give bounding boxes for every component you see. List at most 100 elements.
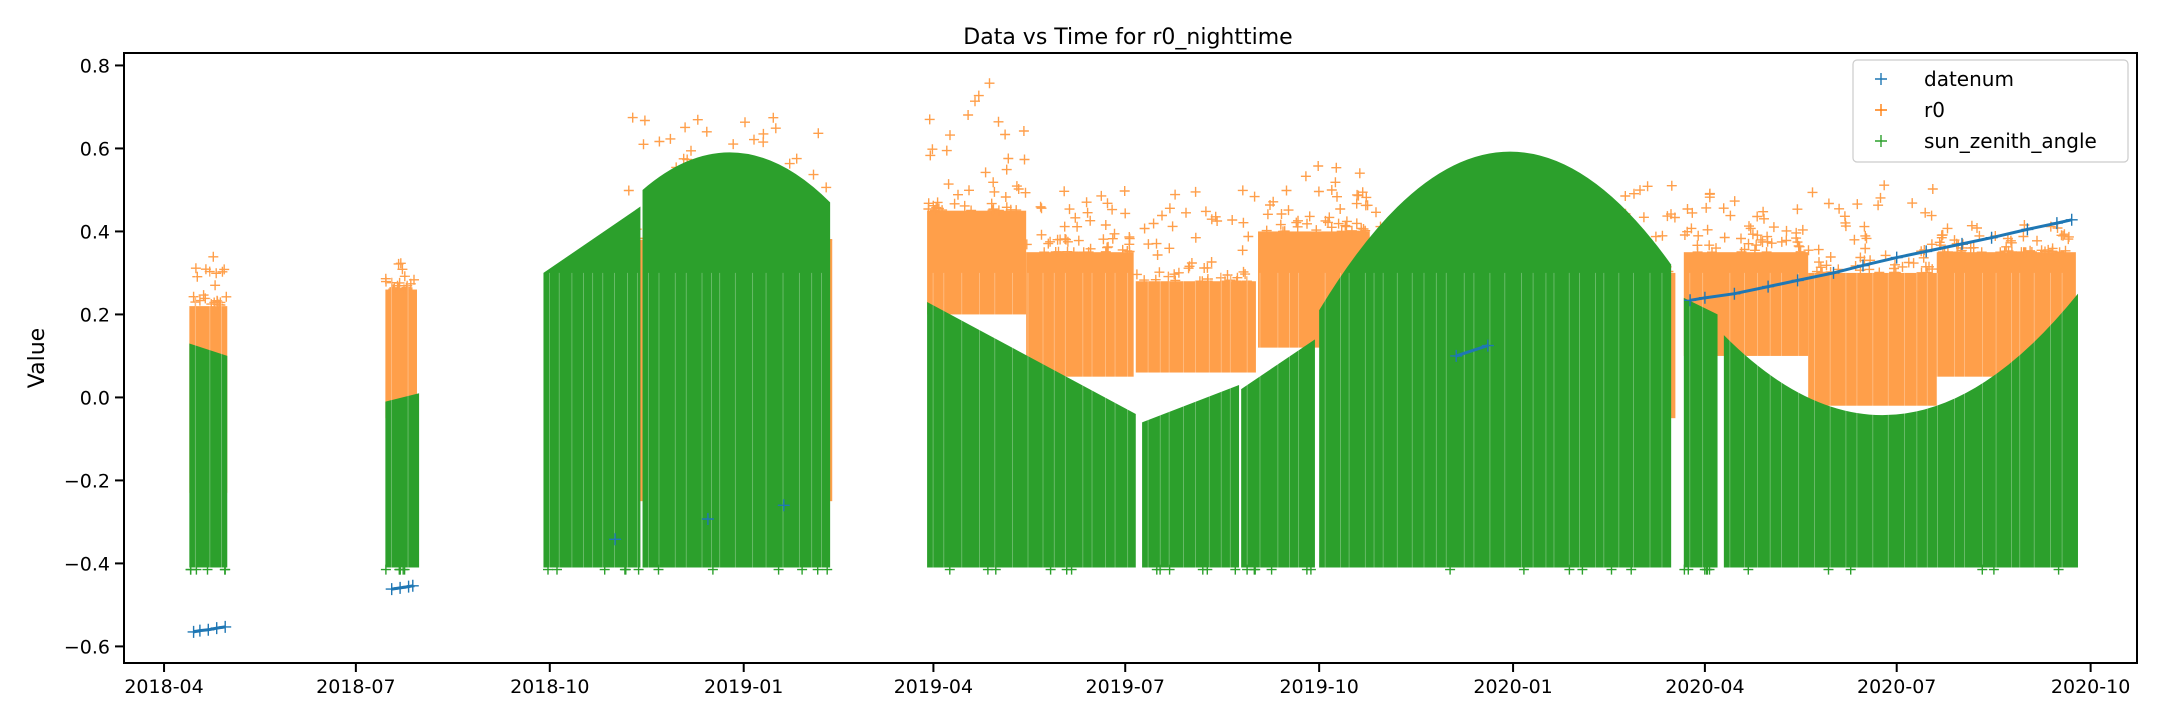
r0-point	[1001, 202, 1012, 213]
r0-point	[1638, 212, 1649, 223]
r0-point	[1642, 181, 1653, 192]
r0-point	[1666, 180, 1677, 191]
r0-point	[1261, 225, 1272, 236]
r0-point	[1897, 261, 1908, 272]
r0-point	[1148, 218, 1159, 229]
r0-point	[1018, 126, 1029, 136]
r0-point	[393, 283, 404, 294]
r0-point	[1860, 230, 1871, 241]
datenum-trace	[1961, 236, 1992, 246]
r0-point	[988, 177, 999, 188]
r0-point	[1059, 221, 1070, 232]
r0-point	[987, 205, 998, 216]
r0-point	[943, 179, 954, 190]
r0-point	[1692, 240, 1703, 251]
r0-point	[1834, 203, 1845, 214]
r0-point	[821, 182, 832, 193]
r0-point	[1109, 228, 1120, 239]
r0-point	[1173, 267, 1184, 278]
datenum-point	[1481, 339, 1494, 352]
r0-point	[1650, 231, 1661, 242]
r0-point	[2060, 245, 2071, 256]
r0-point	[1169, 269, 1180, 280]
r0-point	[927, 144, 938, 155]
sun-zenith-point	[1230, 564, 1241, 575]
r0-point	[692, 114, 703, 125]
x-tick-label: 2020-01	[1473, 676, 1552, 698]
r0-point	[791, 153, 802, 164]
r0-point	[1045, 236, 1056, 247]
r0-point	[1081, 197, 1092, 208]
r0-band	[1808, 272, 1937, 406]
r0-point	[1131, 269, 1142, 280]
r0-point	[1249, 191, 1260, 202]
r0-point	[1210, 211, 1221, 222]
r0-point	[989, 186, 1000, 197]
r0-point	[1682, 204, 1693, 214]
r0-point	[1776, 236, 1787, 247]
r0-point	[1011, 205, 1022, 216]
r0-point	[1036, 203, 1047, 214]
r0-point	[1202, 262, 1213, 273]
sun-zenith-band	[1241, 339, 1315, 568]
r0-point	[1873, 200, 1884, 211]
r0-point	[1620, 191, 1631, 201]
r0-point	[1666, 209, 1676, 220]
r0-point	[1276, 209, 1287, 219]
sun-zenith-point	[399, 564, 410, 575]
legend-marker	[1875, 104, 1887, 116]
plot-frame	[123, 52, 2138, 664]
r0-point	[1170, 189, 1181, 200]
r0-point	[1036, 229, 1047, 240]
r0-point	[194, 295, 205, 306]
r0-point	[1100, 220, 1111, 230]
r0-point	[1352, 189, 1363, 200]
r0-point	[1745, 223, 1756, 234]
r0-point	[1202, 274, 1213, 284]
sun-zenith-point	[633, 564, 644, 575]
r0-point	[1795, 246, 1806, 257]
r0-point	[1757, 237, 1768, 248]
sun-zenith-band	[1683, 297, 1718, 568]
r0-point	[1278, 226, 1288, 237]
sun-zenith-point	[1606, 564, 1617, 575]
sun-zenith-point	[944, 564, 955, 575]
sun-zenith-point	[185, 564, 196, 575]
r0-point	[929, 205, 940, 216]
plot-area	[185, 78, 2078, 638]
r0-point	[970, 96, 980, 107]
r0-point	[1120, 208, 1131, 219]
r0-point	[399, 271, 410, 282]
x-tick-label: 2018-04	[124, 676, 203, 698]
r0-point	[1326, 185, 1337, 195]
r0-point	[1707, 247, 1717, 258]
r0-point	[1362, 200, 1373, 211]
r0-point	[1275, 219, 1286, 230]
r0-point	[623, 185, 634, 196]
r0-point	[749, 134, 759, 145]
r0-point	[1736, 247, 1747, 257]
sun-zenith-point	[707, 564, 718, 575]
r0-point	[678, 153, 689, 164]
sun-zenith-band	[385, 393, 420, 568]
r0-point	[1119, 186, 1130, 196]
r0-band	[1135, 281, 1256, 373]
r0-point	[1743, 238, 1754, 249]
sun-zenith-band	[543, 206, 641, 568]
r0-point	[1879, 180, 1890, 191]
r0-point	[1908, 258, 1919, 269]
r0-point	[1821, 260, 1832, 271]
r0-point	[1326, 222, 1337, 233]
r0-point	[1225, 275, 1236, 286]
datenum-trace	[1896, 249, 1927, 260]
x-tick-label: 2020-10	[2051, 676, 2130, 698]
r0-point	[2025, 245, 2036, 256]
r0-point	[1238, 266, 1249, 277]
r0-point	[1759, 213, 1769, 224]
r0-point	[1072, 221, 1083, 232]
r0-point	[208, 251, 219, 262]
x-tick-label: 2020-07	[1857, 676, 1936, 698]
r0-point	[1852, 199, 1863, 210]
r0-point	[1052, 234, 1063, 245]
